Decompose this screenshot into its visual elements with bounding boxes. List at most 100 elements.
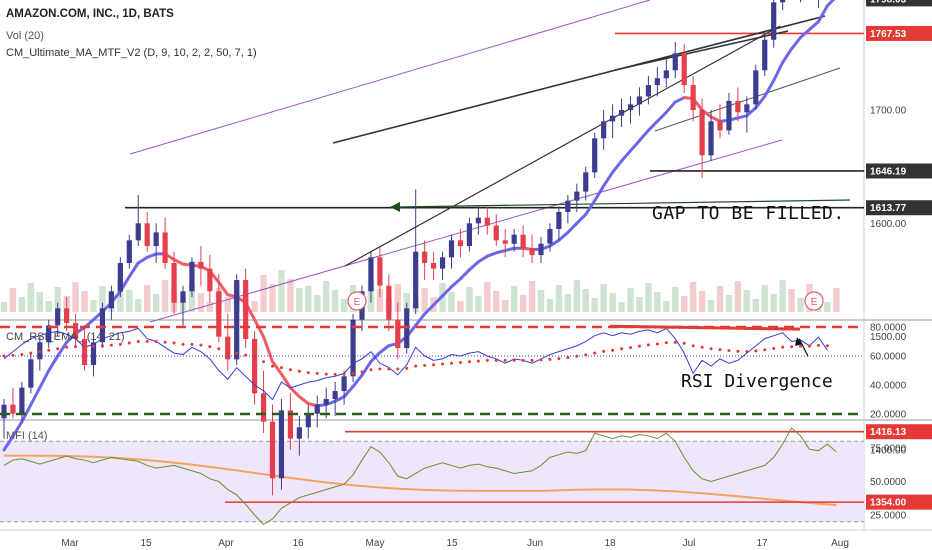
candle xyxy=(377,245,383,297)
rsi-signal-dot xyxy=(145,340,149,343)
candle xyxy=(636,87,643,116)
ma-segment xyxy=(47,354,60,373)
ma-segment xyxy=(414,312,427,327)
ma-segment xyxy=(333,395,346,403)
rsi-signal-dot xyxy=(539,358,543,362)
candle-body xyxy=(538,243,544,256)
candle-body xyxy=(780,0,786,3)
candle-body xyxy=(645,85,651,97)
volume-bar xyxy=(484,282,491,312)
earnings-marker-label: E xyxy=(811,297,818,308)
candle-body xyxy=(10,404,16,414)
candle xyxy=(574,183,580,212)
volume-bar xyxy=(9,288,17,312)
candle-body xyxy=(144,223,150,246)
short-support-line xyxy=(654,67,841,132)
candle xyxy=(1,398,7,439)
rsi-divergence-arrow xyxy=(798,338,809,357)
rsi-signal-dot xyxy=(799,344,803,348)
candle-body xyxy=(636,96,643,105)
rsi-signal-dot xyxy=(360,370,364,374)
volume-bar xyxy=(251,301,258,312)
candle-body xyxy=(475,217,481,224)
volume-bar xyxy=(743,290,751,312)
candle-body xyxy=(395,319,401,348)
rising-support-line xyxy=(344,25,781,267)
rsi-signal-dot xyxy=(74,345,78,349)
candle-body xyxy=(502,240,508,244)
ma-segment xyxy=(611,159,624,174)
candle xyxy=(162,217,168,269)
ma-segment xyxy=(432,294,445,307)
rsi-line xyxy=(3,327,828,401)
ma-segment xyxy=(458,268,471,281)
candle xyxy=(672,42,678,79)
rsi-signal-dot xyxy=(324,372,328,376)
volume-bar xyxy=(591,298,598,312)
rsi-signal-dot xyxy=(450,361,453,365)
rsi-signal-dot xyxy=(521,358,525,362)
rsi-signal-dot xyxy=(441,362,445,366)
rsi-signal-dot xyxy=(718,348,722,352)
rsi-signal-dot xyxy=(199,343,203,347)
volume-bar xyxy=(0,302,8,312)
ma-segment xyxy=(271,360,283,376)
candle xyxy=(601,110,607,150)
volume-bar xyxy=(457,301,464,312)
ma-segment xyxy=(485,251,498,258)
rsi-tick-label: 20.0000 xyxy=(870,410,907,421)
volume-bar xyxy=(537,290,545,312)
candle xyxy=(663,59,669,88)
candle xyxy=(269,404,276,496)
volume-bar xyxy=(260,275,267,312)
x-tick-label: 15 xyxy=(140,538,152,549)
ma-segment xyxy=(816,4,829,24)
rsi-signal-dot xyxy=(172,341,176,345)
rsi-signal-dot xyxy=(825,344,829,348)
rsi-signal-dot xyxy=(566,355,570,359)
volume-bar xyxy=(770,294,777,312)
ma-segment xyxy=(441,285,453,298)
candle xyxy=(681,44,687,94)
ma-segment xyxy=(217,280,230,297)
rsi-signal-dot xyxy=(682,341,686,345)
candle xyxy=(780,0,786,11)
volume-bar xyxy=(314,295,321,312)
candle-body xyxy=(690,85,696,110)
volume-bar xyxy=(797,298,804,312)
rsi-signal-dot xyxy=(288,368,292,372)
mfi-line xyxy=(3,427,837,526)
ma-segment xyxy=(2,434,15,452)
rsi-signal-dot xyxy=(190,342,194,346)
ma-segment xyxy=(342,385,355,399)
candle xyxy=(225,313,231,371)
volume-bar xyxy=(582,289,589,312)
volume-bar xyxy=(546,299,554,312)
rsi-signal-dot xyxy=(181,342,185,346)
rsi-signal-dot xyxy=(235,351,239,355)
volume-bar xyxy=(224,297,231,312)
candle xyxy=(547,223,553,252)
candle xyxy=(28,353,34,394)
ma-segment xyxy=(172,258,185,266)
rsi-tick-label: 40.0000 xyxy=(870,381,907,392)
candle-body xyxy=(341,376,347,392)
rsi-signal-dot xyxy=(494,358,498,362)
long-ma-line xyxy=(3,454,837,507)
candle-body xyxy=(735,100,741,113)
rsi-signal-dot xyxy=(763,348,767,352)
rsi-signal-dot xyxy=(476,359,480,363)
rsi-signal-dot xyxy=(11,353,15,357)
rsi-signal-dot xyxy=(602,349,606,353)
candle xyxy=(466,217,472,252)
candle xyxy=(529,234,535,263)
level-badge-1613.77: 1613.77 xyxy=(870,203,907,214)
channel-upper-line xyxy=(129,0,651,155)
ma-segment xyxy=(673,96,686,104)
candle-body xyxy=(618,110,625,116)
rsi-tick-label: 80.0000 xyxy=(870,323,907,334)
volume-bar xyxy=(188,284,196,312)
ma-segment xyxy=(145,252,158,259)
rsi-signal-dot xyxy=(458,361,462,365)
candle-body xyxy=(439,257,446,269)
